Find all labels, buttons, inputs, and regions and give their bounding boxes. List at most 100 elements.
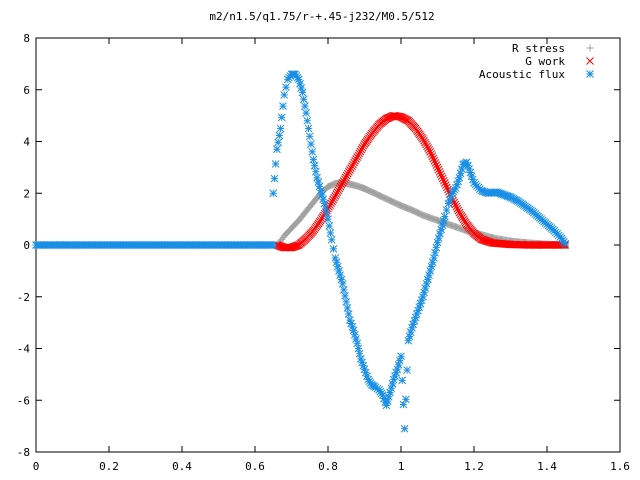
data-point [321, 204, 330, 213]
series-2 [273, 111, 570, 252]
data-point [270, 174, 279, 183]
x-tick-label: 0.4 [172, 460, 192, 473]
data-point [307, 140, 315, 148]
y-tick-label: -4 [17, 343, 31, 356]
data-point [440, 179, 449, 187]
data-point [426, 267, 435, 275]
data-point [440, 212, 449, 221]
data-point [431, 159, 440, 167]
data-point [335, 267, 343, 275]
data-point [434, 234, 443, 242]
legend-marker [586, 44, 594, 52]
data-point [322, 210, 331, 218]
x-tick-label: 1.6 [610, 460, 630, 473]
data-point [427, 150, 436, 158]
data-point [302, 109, 310, 117]
y-tick-label: -8 [17, 446, 30, 459]
data-point [296, 79, 304, 88]
data-point [304, 124, 313, 133]
y-tick-label: 6 [23, 84, 30, 97]
y-tick-label: 0 [23, 239, 30, 252]
data-point [431, 248, 439, 257]
x-tick-label: 0.2 [99, 460, 119, 473]
x-tick-label: 0.6 [245, 460, 265, 473]
data-point [452, 202, 461, 211]
data-point [453, 204, 462, 213]
data-point [269, 189, 278, 198]
data-point [308, 147, 317, 156]
data-point [326, 229, 335, 237]
data-point [421, 138, 429, 147]
data-point [382, 401, 391, 410]
data-point [402, 395, 410, 404]
data-point [425, 271, 433, 280]
chart-title: m2/n1.5/q1.75/r-+.45-j232/M0.5/512 [209, 10, 434, 23]
data-point [400, 424, 409, 433]
y-tick-label: 4 [23, 136, 30, 149]
data-point [439, 176, 448, 185]
data-point [388, 380, 397, 388]
data-point [438, 221, 447, 230]
data-point [430, 156, 439, 165]
data-point [353, 153, 362, 161]
data-point [333, 262, 342, 271]
data-point [358, 143, 367, 152]
data-point [342, 298, 351, 306]
data-point [271, 160, 280, 168]
data-point [455, 173, 464, 182]
data-point [319, 195, 327, 204]
data-point [436, 229, 444, 238]
data-point [398, 376, 407, 385]
data-point [436, 170, 445, 178]
data-point [439, 216, 448, 225]
data-point [324, 215, 332, 223]
data-point [335, 184, 344, 193]
data-point [395, 356, 404, 365]
data-point [437, 172, 446, 181]
data-point [277, 113, 286, 122]
data-point [434, 165, 443, 174]
data-point [438, 174, 447, 183]
data-point [456, 169, 465, 178]
data-point [419, 292, 427, 301]
y-tick-label: 2 [23, 187, 30, 200]
data-point [276, 124, 285, 133]
data-point [383, 397, 392, 405]
data-point [352, 335, 360, 343]
data-point [420, 136, 428, 145]
data-point [423, 142, 431, 151]
data-point [342, 171, 351, 180]
data-point [406, 328, 415, 336]
data-point [421, 284, 430, 292]
data-point [282, 83, 290, 92]
data-point [274, 138, 282, 147]
x-tick-label: 1.2 [464, 460, 484, 473]
data-point [437, 225, 446, 234]
data-point [336, 271, 345, 280]
data-point [454, 206, 463, 215]
legend-label: Acoustic flux [479, 68, 565, 81]
series-layer [32, 70, 570, 433]
data-point [349, 160, 357, 169]
data-point [339, 285, 348, 294]
data-point [394, 361, 403, 369]
data-point [316, 186, 325, 195]
data-point [320, 199, 329, 208]
data-point [355, 349, 364, 358]
data-point [425, 146, 434, 154]
data-point [386, 388, 394, 397]
data-point [341, 173, 350, 182]
data-point [303, 116, 312, 125]
data-point [280, 91, 289, 99]
data-point [346, 166, 354, 174]
legend-label: R stress [512, 42, 565, 55]
data-point [314, 178, 323, 186]
data-point [328, 197, 337, 206]
data-point [329, 195, 338, 204]
data-point [305, 132, 314, 141]
data-point [384, 392, 393, 401]
data-point [338, 179, 347, 187]
data-point [353, 339, 362, 348]
